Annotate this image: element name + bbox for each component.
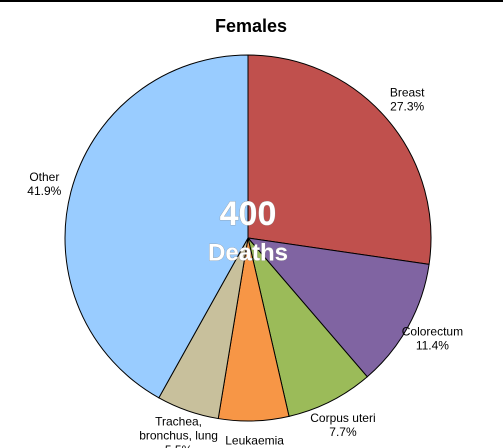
slice-label: Colorectum [402,325,463,339]
slice-value-label: 27.3% [390,99,424,113]
chart-title: Females [215,16,287,36]
center-number: 400 [220,195,277,233]
pie-slice [246,237,430,378]
pie-slice [247,54,432,265]
slice-label: Other [29,170,59,184]
slice-value-label: 11.4% [416,339,449,353]
slice-value-label: 7.7% [329,425,357,439]
slice-label: Breast [390,85,425,99]
slice-label: Trachea, bronchus, lung [139,415,218,443]
slice-label: Leukaemia [225,434,284,448]
slice-value-label: 5.5% [165,443,193,448]
pie-slice [64,54,249,399]
slice-value-label: 41.9% [27,184,61,198]
center-label: Deaths [208,239,288,266]
slice-label: Corpus uteri [310,411,375,425]
